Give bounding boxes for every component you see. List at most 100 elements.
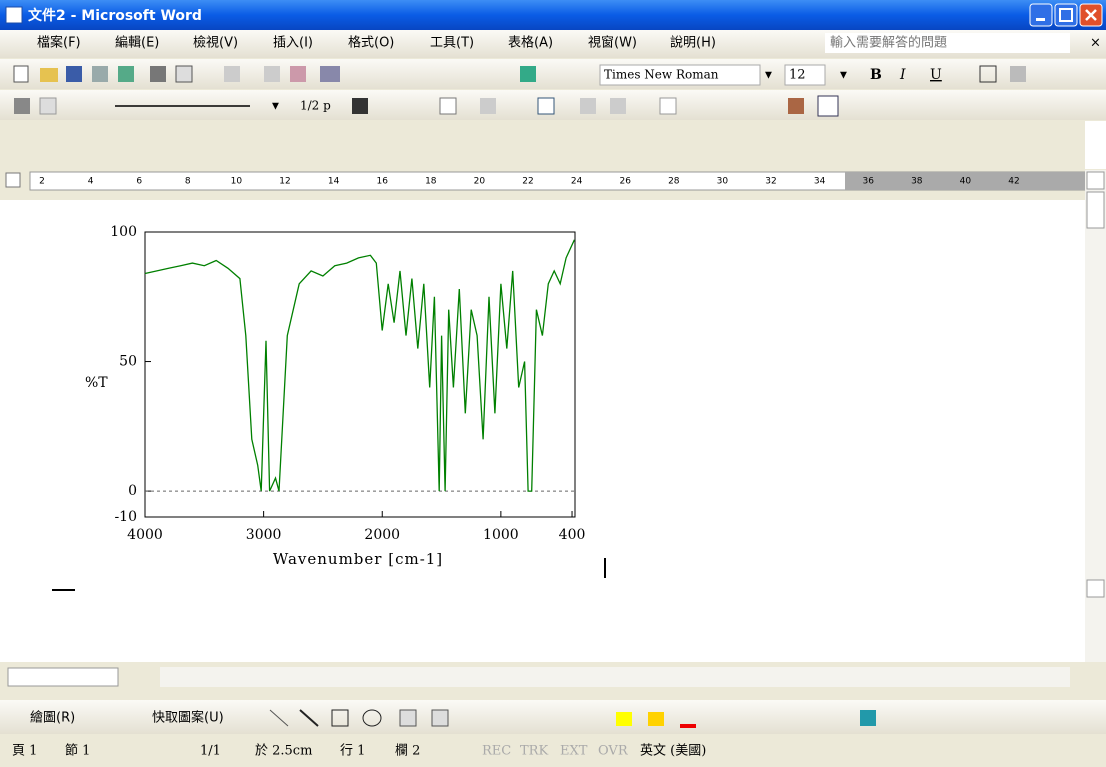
menu-item[interactable]: 格式(O) <box>348 35 394 51</box>
drawing-icons <box>269 709 876 728</box>
x-tick-label: 400 <box>559 527 586 543</box>
x-tick-label: 3000 <box>246 527 282 543</box>
size-box[interactable] <box>784 64 826 86</box>
format-button[interactable]: U <box>930 67 942 83</box>
ruler-number: 42 <box>1008 177 1019 187</box>
x-tick-label: 4000 <box>127 527 163 543</box>
status-item: 於 2.5cm <box>255 743 312 759</box>
shade-a[interactable] <box>1010 66 1026 82</box>
status-item: TRK <box>520 744 548 759</box>
ruler-margin <box>845 172 1085 190</box>
dropdown-arrow: ▼ <box>765 71 772 81</box>
status-item: OVR <box>598 744 629 759</box>
status-item: 1/1 <box>200 744 221 759</box>
status-item: 頁 1 <box>12 744 37 759</box>
menu-item[interactable]: 視窗(W) <box>588 35 637 51</box>
x-axis-label: Wavenumber [cm-1] <box>273 550 443 568</box>
table-icons <box>14 95 839 117</box>
minimize-button[interactable] <box>1029 3 1053 27</box>
drawing-items: 繪圖(R) 快取圖案(U) <box>30 710 224 726</box>
ruler-number: 22 <box>522 177 533 187</box>
chart: -10 0 50 100 4000 3000 2000 1000 400 <box>110 224 585 543</box>
status-bar <box>0 736 1106 767</box>
ruler-number: 30 <box>717 177 729 187</box>
font-name: Times New Roman <box>604 68 719 82</box>
ruler-numbers: 2 4 6 8 10 12 14 16 18 20 22 24 26 28 30 32 34 36 38 40 42 <box>39 177 1020 187</box>
ruler-number: 18 <box>425 177 437 187</box>
status-items: 頁 1 節 1 1/1 於 2.5cm 行 1 欄 2 REC TRK EXT OVR 英文 (美國… <box>12 743 706 759</box>
y-tick-label: -10 <box>114 509 137 525</box>
view-buttons[interactable] <box>7 667 119 687</box>
title-bar <box>0 0 1106 30</box>
ruler-number: 6 <box>136 177 142 187</box>
close-glyph <box>1085 9 1097 21</box>
help-box-text: 輸入需要解答的問題 <box>830 35 947 51</box>
y-axis-label: %T <box>85 375 108 391</box>
ruler-number: 40 <box>960 177 972 187</box>
ruler-number: 34 <box>814 177 826 187</box>
scroll-down[interactable] <box>1086 579 1105 598</box>
document-page <box>0 200 1085 662</box>
spectrum-line <box>144 239 575 492</box>
y-tick-label: 100 <box>110 224 137 240</box>
h-scroll-track[interactable] <box>160 667 1070 687</box>
status-item: REC <box>482 744 511 759</box>
line-weight[interactable]: 1/2 p <box>300 99 331 113</box>
ruler-bg <box>0 121 1085 169</box>
plot-frame <box>144 231 576 518</box>
y-tick-label: 0 <box>128 483 137 499</box>
scroll-up[interactable] <box>1086 171 1105 190</box>
menu-item[interactable]: 說明(H) <box>670 35 716 51</box>
menu-item[interactable]: 編輯(E) <box>115 35 159 51</box>
maximize-button[interactable] <box>1054 3 1078 27</box>
font-size: 12 <box>789 68 806 83</box>
ruler-number: 16 <box>376 177 388 187</box>
ruler-number: 4 <box>88 177 94 187</box>
menu-items: 檔案(F) 編輯(E) 檢視(V) 插入(I) 格式(O) 工具(T) 表格(A) 視窗(W)… <box>37 35 716 51</box>
ruler-number: 2 <box>39 177 45 187</box>
dropdown-arrow: ▼ <box>272 102 279 112</box>
tab-selector[interactable] <box>5 172 21 188</box>
status-item: EXT <box>560 744 588 759</box>
ruler-number: 32 <box>765 177 776 187</box>
menu-close[interactable]: × <box>1090 36 1101 51</box>
font-box[interactable] <box>599 64 761 86</box>
text-cursor <box>604 558 606 578</box>
drawing-menu[interactable]: 快取圖案(U) <box>152 711 224 726</box>
highlight-a[interactable] <box>979 65 997 83</box>
toolbar-icons <box>13 65 536 83</box>
ruler-number: 10 <box>231 177 243 187</box>
x-tick-label: 2000 <box>364 527 400 543</box>
format-button[interactable]: I <box>899 67 906 83</box>
status-item: 節 1 <box>65 744 90 759</box>
menu-item[interactable]: 檢視(V) <box>193 35 238 51</box>
ruler-number: 20 <box>474 177 486 187</box>
drawing-menu[interactable]: 繪圖(R) <box>30 710 75 726</box>
ruler-number: 14 <box>328 177 340 187</box>
x-tick-label: 1000 <box>483 527 519 543</box>
help-box[interactable] <box>825 33 1070 53</box>
ruler-number: 24 <box>571 177 583 187</box>
ruler-number: 36 <box>862 177 874 187</box>
y-tick-label: 50 <box>119 354 137 370</box>
app-icon <box>5 6 23 24</box>
ruler-number: 12 <box>279 177 290 187</box>
format-button[interactable]: B <box>870 67 882 83</box>
min-glyph <box>1036 18 1045 21</box>
menu-item[interactable]: 工具(T) <box>430 36 474 51</box>
paragraph-mark <box>52 589 75 591</box>
ruler-number: 28 <box>668 177 680 187</box>
dropdown-arrow: ▼ <box>840 71 847 81</box>
menu-item[interactable]: 檔案(F) <box>37 36 81 51</box>
scroll-thumb[interactable] <box>1086 191 1105 229</box>
status-item: 欄 2 <box>395 743 420 759</box>
window-title: 文件2 - Microsoft Word <box>28 7 202 24</box>
menu-item[interactable]: 表格(A) <box>508 35 553 51</box>
vertical-scrollbar[interactable] <box>1085 170 1106 662</box>
ruler-number: 38 <box>911 177 923 187</box>
menu-item[interactable]: 插入(I) <box>273 36 313 51</box>
max-glyph <box>1059 8 1073 22</box>
